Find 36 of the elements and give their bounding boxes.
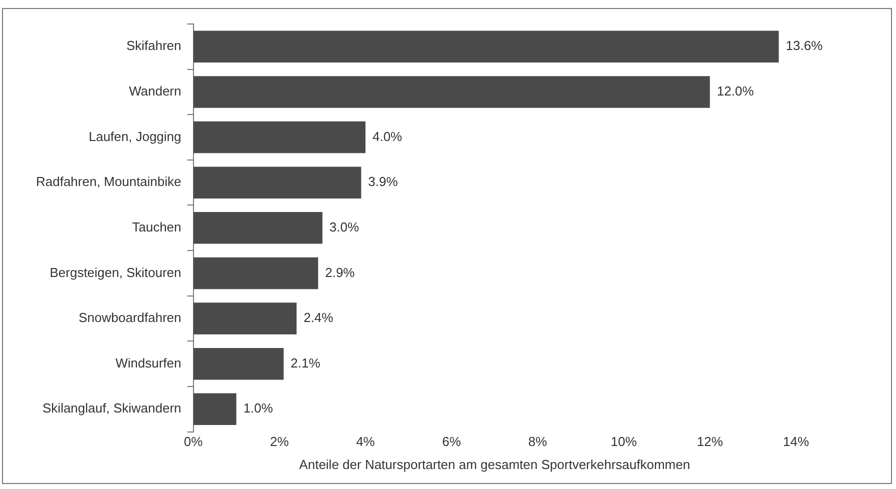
bar	[193, 393, 236, 426]
x-tick-label: 10%	[610, 434, 638, 450]
y-tick-label: Snowboardfahren	[78, 310, 182, 326]
data-label: 12.0%	[716, 84, 754, 99]
bar	[193, 302, 297, 334]
x-tick-label: 2%	[270, 434, 290, 450]
y-tick-label: Bergsteigen, Skitouren	[50, 264, 182, 280]
y-tick-label: Laufen, Jogging	[88, 128, 182, 144]
y-tick-label: Skilanglauf, Skiwandern	[42, 400, 182, 416]
y-tick-label: Skifahren	[126, 38, 182, 54]
y-tick-label: Wandern	[128, 84, 182, 99]
x-tick-label: 14%	[782, 434, 810, 450]
x-tick-label: 12%	[696, 434, 724, 450]
bar	[193, 76, 710, 108]
x-tick-label: 0%	[184, 434, 204, 450]
bar	[193, 348, 284, 380]
data-label: 2.1%	[290, 355, 321, 370]
bar	[193, 212, 322, 244]
data-label: 1.0%	[243, 400, 274, 416]
data-label: 3.0%	[329, 219, 360, 234]
bar	[193, 166, 362, 198]
x-tick-label: 8%	[528, 434, 548, 450]
bar	[193, 257, 318, 290]
data-label: 2.9%	[325, 264, 356, 280]
bar	[193, 30, 779, 63]
y-tick-label: Radfahren, Mountainbike	[36, 174, 182, 190]
bar	[193, 121, 366, 154]
data-label: 2.4%	[304, 310, 334, 326]
data-label: 4.0%	[372, 128, 403, 144]
y-tick-label: Tauchen	[132, 219, 182, 234]
data-label: 3.9%	[368, 174, 398, 190]
y-tick-label: Windsurfen	[116, 355, 182, 370]
x-axis-title: Anteile der Natursportarten am gesamten Sportverkehrsaufkommen	[299, 456, 690, 472]
x-tick-label: 6%	[442, 434, 462, 450]
data-label: 13.6%	[786, 38, 824, 54]
x-tick-label: 4%	[356, 434, 376, 450]
